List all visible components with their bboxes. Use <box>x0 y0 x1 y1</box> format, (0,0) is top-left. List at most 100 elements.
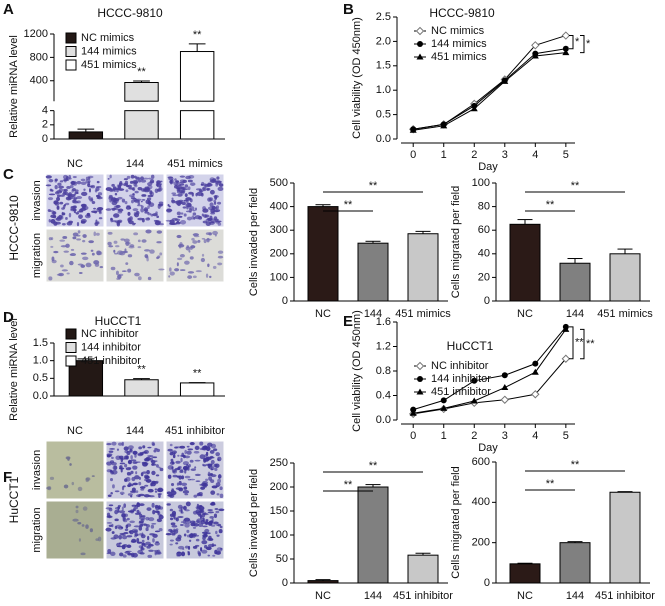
legend-label: NC mimics <box>431 25 485 37</box>
marker <box>470 105 478 112</box>
cell <box>203 464 207 467</box>
cell <box>155 474 160 477</box>
cell <box>177 187 181 192</box>
y-tick-label: 2 <box>42 119 48 131</box>
cell <box>141 543 146 546</box>
y-tick-label: 2.0 <box>376 35 391 47</box>
cell <box>126 450 131 456</box>
y-tick-label: 300 <box>270 224 288 236</box>
cell <box>215 205 220 210</box>
cell <box>128 467 132 470</box>
bar <box>609 253 641 302</box>
cell <box>171 466 174 470</box>
cell <box>113 213 120 218</box>
cell <box>214 463 220 468</box>
cell <box>159 467 164 472</box>
y-tick-label: 1.5 <box>33 337 48 349</box>
cell <box>122 485 126 488</box>
cell <box>147 488 154 493</box>
cell <box>195 538 200 542</box>
cell <box>217 523 222 527</box>
cell <box>108 524 113 528</box>
marker <box>531 390 540 399</box>
cell <box>218 528 223 534</box>
cell <box>154 188 159 194</box>
cell <box>176 211 181 216</box>
cell <box>211 485 218 489</box>
cell <box>170 482 175 487</box>
cell <box>105 208 112 211</box>
cell <box>159 223 164 226</box>
cell <box>61 269 69 272</box>
cell <box>178 199 184 202</box>
chart-title: HCCC-9810 <box>97 6 163 20</box>
cell <box>98 211 102 215</box>
cell <box>182 467 188 470</box>
cell <box>172 474 178 478</box>
bar <box>407 233 439 302</box>
marker <box>501 384 509 391</box>
cell <box>154 530 160 533</box>
cell <box>128 482 132 487</box>
cell <box>81 220 86 224</box>
cell <box>138 526 143 531</box>
cell <box>141 194 147 197</box>
cell <box>181 452 185 457</box>
cell <box>188 208 193 213</box>
cell <box>127 493 133 496</box>
cell <box>175 221 181 225</box>
cell <box>117 250 124 255</box>
cell <box>149 180 154 184</box>
cell <box>153 463 157 466</box>
micrograph <box>165 174 224 227</box>
significance-label: ** <box>571 459 580 471</box>
cell <box>112 186 117 191</box>
cell <box>149 190 153 195</box>
x-tick-label: 0 <box>410 430 416 442</box>
cell <box>192 240 198 244</box>
cell <box>56 194 61 198</box>
cell <box>147 276 152 281</box>
cell <box>118 442 123 446</box>
cell <box>213 513 218 519</box>
cell <box>144 484 149 487</box>
cell <box>151 459 156 464</box>
cell <box>147 446 152 449</box>
chart-title: HCCC-9810 <box>429 6 495 20</box>
cell <box>152 213 158 217</box>
cell <box>212 230 218 236</box>
marker <box>440 404 448 411</box>
cell <box>155 551 162 555</box>
cell <box>184 469 187 474</box>
cell <box>119 462 126 465</box>
cell <box>109 448 115 450</box>
x-tick-label: 144 <box>566 308 584 320</box>
cell <box>179 179 186 183</box>
cell <box>166 503 171 506</box>
cell <box>151 470 156 476</box>
cell <box>70 184 74 189</box>
cell <box>199 513 202 519</box>
cell <box>109 199 112 203</box>
cell <box>218 508 225 512</box>
marker <box>562 49 570 56</box>
cell <box>114 525 118 530</box>
legend-swatch <box>65 32 77 44</box>
cell <box>115 455 121 460</box>
cell <box>175 460 181 464</box>
cell <box>110 537 117 540</box>
legend-marker <box>415 361 425 371</box>
cell <box>57 182 62 186</box>
cell <box>81 524 85 527</box>
cell <box>125 205 132 210</box>
cell <box>125 455 129 460</box>
cell <box>158 527 163 532</box>
y-tick-label: 250 <box>270 457 288 469</box>
cell <box>191 237 195 241</box>
marker <box>562 45 569 52</box>
marker <box>531 41 540 50</box>
cell <box>137 186 143 191</box>
cell <box>205 238 212 241</box>
bar <box>357 242 389 302</box>
cell <box>59 194 65 197</box>
